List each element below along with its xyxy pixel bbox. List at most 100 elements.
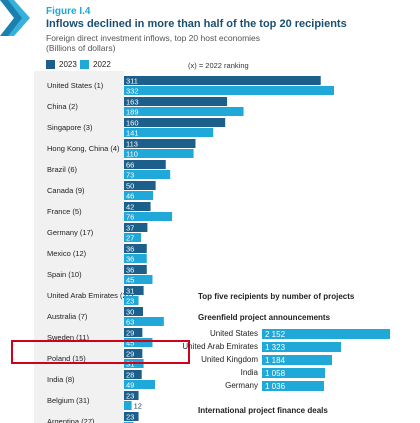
bar-value-label: 311 [126,77,138,86]
bar-2023 [124,181,156,190]
bar-value-label: 76 [126,213,134,222]
bar-2022 [124,149,194,158]
category-label: Mexico (12) [47,249,87,258]
bar-value-label: 63 [126,318,134,327]
bar-value-label: 27 [126,234,134,243]
bar-2023 [124,76,321,85]
bar-2022 [124,296,139,305]
bar-value-label: 29 [126,350,134,359]
greenfield-label: Germany [225,381,258,390]
bar-value-label: 36 [126,255,134,264]
bar-value-label: 36 [126,245,134,254]
bar-2023 [124,139,196,148]
ranking-note: (x) = 2022 ranking [188,61,249,70]
bar-2022 [124,233,142,242]
category-label: United States (1) [47,81,104,90]
greenfield-heading: Greenfield project announcements [198,313,331,322]
legend-2022: 2022 [80,60,111,69]
figure-subtitle: Foreign direct investment inflows, top 2… [46,33,260,53]
bar-value-label: 28 [126,371,134,380]
category-label: Australia (7) [47,312,88,321]
bar-value-label: 163 [126,98,139,107]
greenfield-bar [262,355,333,365]
bar-value-label: 160 [126,119,139,128]
category-label: Canada (9) [47,186,85,195]
bar-value-label: 141 [126,129,139,138]
bar-value-label: 66 [126,161,134,170]
chevron-icon [0,0,30,36]
greenfield-label: United Arab Emirates [182,342,258,351]
category-label: India (8) [47,375,75,384]
bar-2023 [124,97,228,106]
bar-2022 [124,254,147,263]
category-label: United Arab Emirates (21) [47,291,134,300]
greenfield-value: 1 323 [265,342,286,352]
bar-2023 [124,202,151,211]
bar-value-label: 189 [126,108,139,117]
legend-label-2023: 2023 [59,60,77,69]
bar-value-label: 46 [126,192,134,201]
bar-2023 [124,328,143,337]
bar-2023 [124,244,147,253]
bar-2022 [124,170,171,179]
bar-value-label: 23 [126,297,134,306]
bar-value-label: 29 [126,329,134,338]
bar-value-label: 30 [126,308,134,317]
bar-2023 [124,223,148,232]
bar-2022 [124,212,173,221]
highlight-box-poland [11,340,190,364]
bar-2022 [124,275,153,284]
bar-value-label: 37 [126,224,134,233]
bar-2023 [124,286,144,295]
finance-heading: International project finance deals [198,406,328,415]
greenfield-value: 1 036 [265,381,286,391]
bar-2023 [124,412,139,421]
right-panel-heading: Top five recipients by number of project… [198,292,355,301]
subtitle-line-1: Foreign direct investment inflows, top 2… [46,33,261,43]
bar-value-label: 110 [126,150,138,159]
category-label: Poland (15) [47,354,86,363]
bar-2023 [124,349,143,358]
greenfield-bar [262,368,325,378]
bar-2023 [124,265,147,274]
legend-2023: 2023 [46,60,77,69]
greenfield-value: 2 152 [265,329,286,339]
bar-2023 [124,160,166,169]
greenfield-bar [262,329,390,339]
bar-value-label: 31 [126,287,134,296]
greenfield-bar [262,342,341,352]
bar-value-label: 73 [126,171,134,180]
bar-2023 [124,118,226,127]
bar-value-label: 45 [126,339,134,348]
category-label: France (5) [47,207,82,216]
category-label: Hong Kong, China (4) [47,144,120,153]
figure-label: Figure I.4 [46,6,91,17]
bar-value-label: 36 [126,266,134,275]
bar-2023 [124,391,139,400]
bar-2022 [124,401,132,410]
bar-2023 [124,370,142,379]
category-label: Brazil (6) [47,165,78,174]
bar-2022 [124,128,214,137]
bar-value-label: 49 [126,381,134,390]
category-label: Germany (17) [47,228,94,237]
greenfield-label: United Kingdom [201,355,258,364]
legend-swatch-2023 [46,60,55,69]
category-label: China (2) [47,102,78,111]
bar-value-label: 12 [134,402,142,411]
bar-value-label: 31 [126,360,134,369]
bar-2022 [124,86,334,95]
bar-2022 [124,107,244,116]
greenfield-value: 1 058 [265,368,286,378]
legend-label-2022: 2022 [93,60,111,69]
category-label-background [34,71,124,423]
bar-value-label: 113 [126,140,138,149]
bar-value-label: 332 [126,87,139,96]
bar-value-label: 50 [126,182,134,191]
bar-value-label: 23 [126,392,134,401]
greenfield-value: 1 184 [265,355,286,365]
bar-2022 [124,191,154,200]
figure-title: Inflows declined in more than half of th… [46,18,347,30]
